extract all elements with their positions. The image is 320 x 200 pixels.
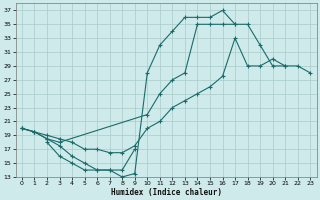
X-axis label: Humidex (Indice chaleur): Humidex (Indice chaleur) — [111, 188, 221, 197]
